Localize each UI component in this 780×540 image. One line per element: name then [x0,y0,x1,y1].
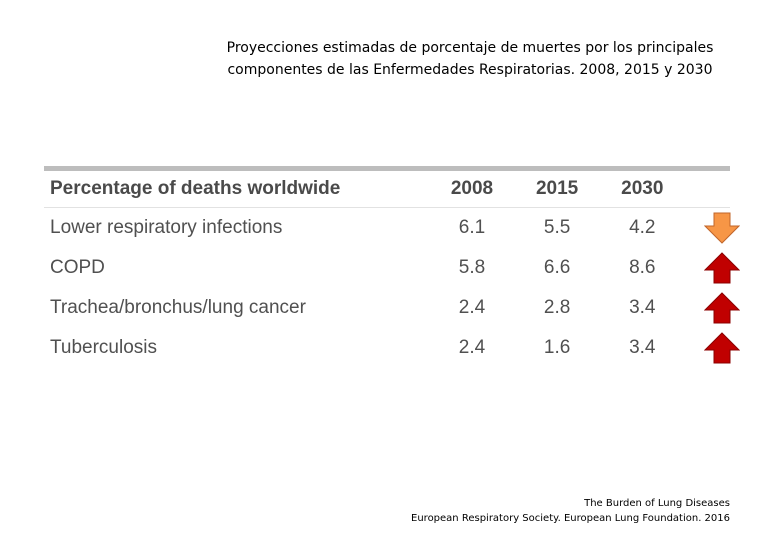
trend-cell [685,248,740,288]
arrow-up-icon [704,292,740,324]
trend-cell [685,208,740,249]
arrow-up-icon [704,332,740,364]
cell-2008: 2.4 [458,337,486,358]
cell-2030: 3.4 [629,337,656,358]
cell-2015: 2.8 [543,297,571,318]
cell-2008: 6.1 [458,217,486,238]
header-label: Percentage of deaths worldwide [44,171,430,208]
header-trend [684,171,730,208]
cell-2015: 1.6 [543,337,571,358]
cell-2030: 4.2 [629,217,656,238]
deaths-table: Percentage of deaths worldwide 2008 2015… [44,166,740,368]
header-2015: 2015 [514,171,600,208]
table-row: Trachea/bronchus/lung cancer 2.4 2.8 3.4 [44,288,740,328]
row-label: Trachea/bronchus/lung cancer [50,297,306,318]
row-label: Tuberculosis [50,337,158,358]
cell-2015: 6.6 [543,257,571,278]
source-citation: The Burden of Lung Diseases European Res… [411,496,730,526]
table-row: COPD 5.8 6.6 8.6 [44,248,740,288]
arrow-up-icon [704,252,740,284]
arrow-down-icon [704,212,740,244]
page-title: Proyecciones estimadas de porcentaje de … [140,37,780,81]
title-line-1: Proyecciones estimadas de porcentaje de … [226,40,714,56]
cell-2030: 3.4 [629,297,656,318]
cell-2015: 5.5 [543,217,571,238]
row-label: COPD [50,257,105,278]
source-line-1: The Burden of Lung Diseases [584,498,730,509]
header-2008: 2008 [429,171,515,208]
header-2030: 2030 [599,171,685,208]
table-top-rule [44,166,730,171]
cell-2008: 2.4 [458,297,486,318]
table-row: Tuberculosis 2.4 1.6 3.4 [44,328,740,368]
data-table: Percentage of deaths worldwide 2008 2015… [44,171,740,368]
table-header-row: Percentage of deaths worldwide 2008 2015… [44,171,730,208]
row-label: Lower respiratory infections [50,217,283,238]
title-line-2: componentes de las Enfermedades Respirat… [227,62,713,78]
trend-cell [685,328,740,368]
cell-2030: 8.6 [629,257,656,278]
source-line-2: European Respiratory Society. European L… [411,513,730,524]
cell-2008: 5.8 [458,257,486,278]
trend-cell [685,288,740,328]
table-row: Lower respiratory infections 6.1 5.5 4.2 [44,208,740,249]
